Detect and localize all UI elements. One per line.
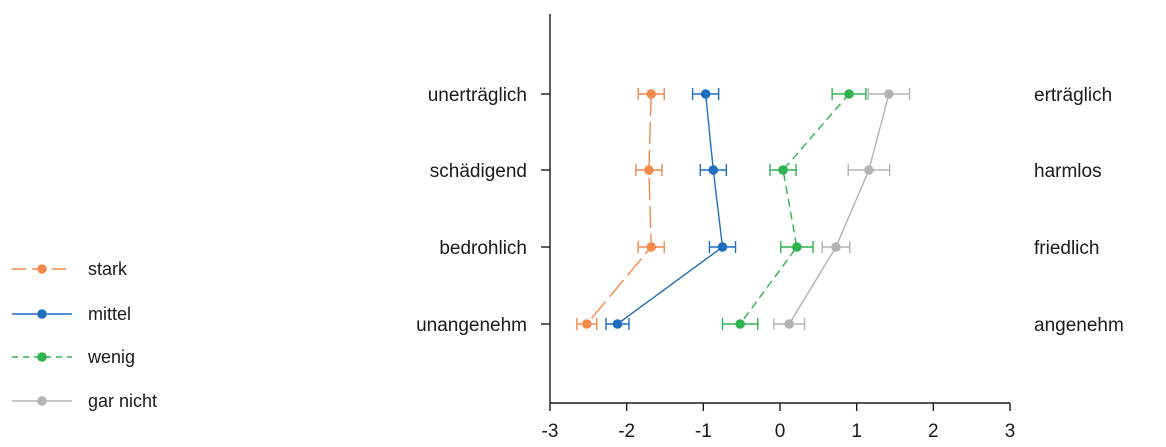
series-mittel xyxy=(605,88,737,330)
data-point xyxy=(717,242,728,252)
row-label-right: friedlich xyxy=(1034,238,1099,259)
data-point xyxy=(784,319,794,329)
data-point xyxy=(646,89,656,99)
data-point xyxy=(844,89,854,99)
x-tick-label: 1 xyxy=(851,421,862,442)
axes: -3 -2 -1 0 1 2 3 xyxy=(542,14,1016,442)
series-line xyxy=(788,93,890,325)
row-label-right: harmlos xyxy=(1034,161,1102,182)
row-label-left: unangenehm xyxy=(416,315,527,336)
series-stark xyxy=(576,88,665,330)
data-point xyxy=(646,242,656,252)
legend-marker xyxy=(37,264,47,274)
x-tick-label: -1 xyxy=(695,421,712,442)
row-labels: unerträglich erträglich schädigend harmlos b… xyxy=(416,85,1124,336)
data-point xyxy=(778,165,788,175)
data-point xyxy=(612,319,623,329)
row-label-right: erträglich xyxy=(1034,85,1112,106)
data-point xyxy=(700,89,711,99)
legend-label: gar nicht xyxy=(88,391,157,411)
legend-marker xyxy=(37,352,47,362)
legend-marker xyxy=(37,396,47,406)
x-tick-label: -2 xyxy=(618,421,635,442)
row-label-left: unerträglich xyxy=(428,85,527,106)
data-point xyxy=(582,319,592,329)
row-label-right: angenehm xyxy=(1034,315,1124,336)
legend-marker xyxy=(37,309,47,319)
x-tick-label: 0 xyxy=(775,421,786,442)
data-point xyxy=(884,89,894,99)
legend-label: mittel xyxy=(88,304,131,324)
row-label-left: bedrohlich xyxy=(439,238,527,259)
series-gar-nicht xyxy=(773,88,911,330)
x-tick-label: 3 xyxy=(1005,421,1016,442)
data-point xyxy=(644,165,654,175)
data-point xyxy=(864,165,874,175)
series-line xyxy=(739,93,850,325)
data-point xyxy=(708,165,719,175)
legend: stark mittel wenig gar nicht xyxy=(12,259,157,411)
x-tick-label: -3 xyxy=(542,421,559,442)
x-tick-label: 2 xyxy=(928,421,939,442)
data-point xyxy=(735,319,745,329)
legend-label: wenig xyxy=(87,347,135,367)
row-label-left: schädigend xyxy=(430,161,527,182)
data-point xyxy=(792,242,802,252)
series-line xyxy=(586,93,652,325)
series-wenig xyxy=(721,88,867,330)
data-point xyxy=(831,242,841,252)
series-line xyxy=(617,93,724,325)
legend-label: stark xyxy=(88,259,128,279)
series-group xyxy=(576,88,911,330)
